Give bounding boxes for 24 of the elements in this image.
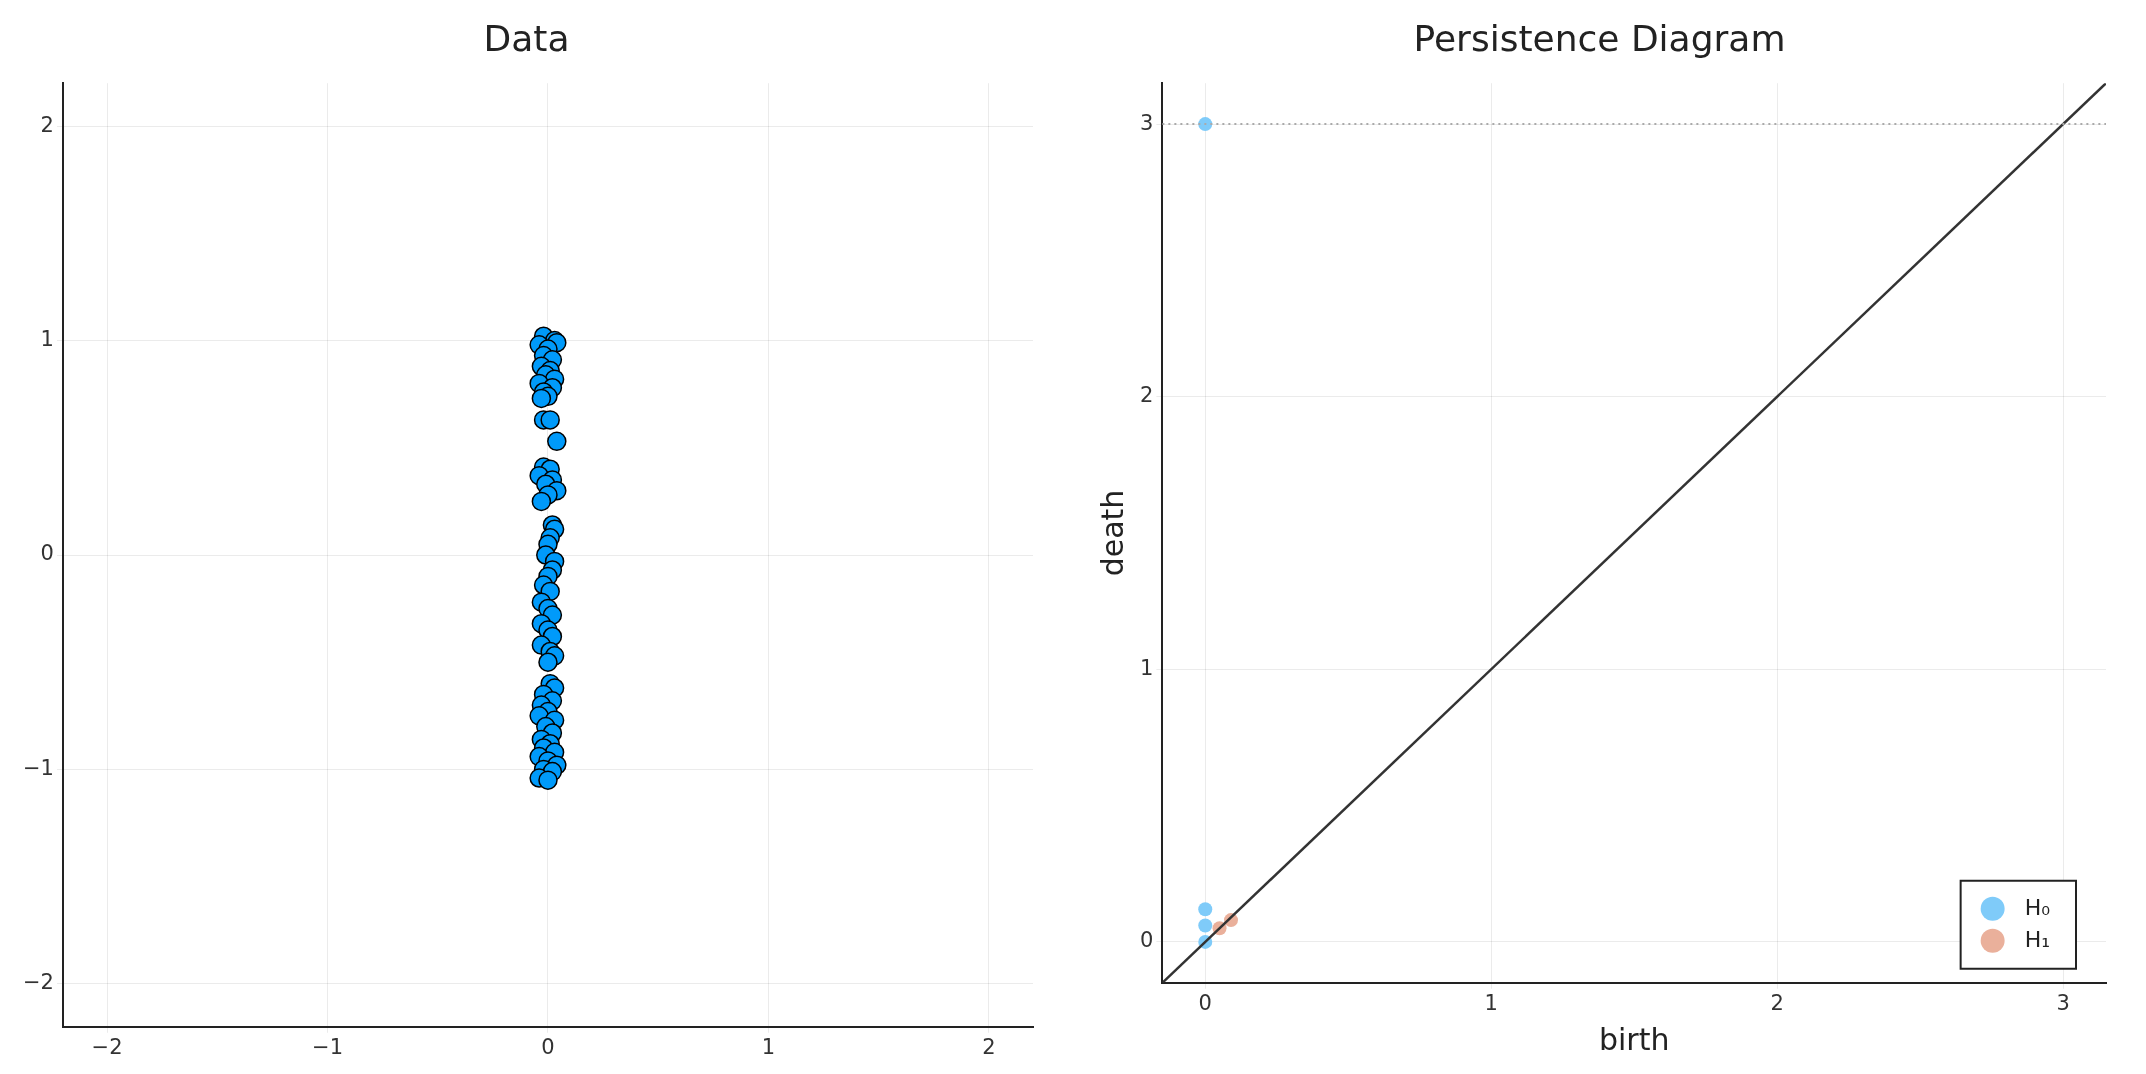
y-tick-label: 1 bbox=[40, 327, 54, 351]
chart-title: Data bbox=[483, 17, 570, 59]
y-tick-label: 2 bbox=[1139, 383, 1154, 408]
legend-label: H₀ bbox=[2024, 894, 2051, 920]
y-tick-label: −1 bbox=[22, 755, 54, 780]
x-tick-label: 2 bbox=[1770, 990, 1784, 1015]
x-tick-label: −1 bbox=[312, 1034, 343, 1059]
x-tick-label: 1 bbox=[1484, 990, 1498, 1015]
chart-title: Persistence Diagram bbox=[1413, 17, 1786, 59]
y-tick-label: 1 bbox=[1139, 655, 1154, 680]
x-axis-title: birth bbox=[1598, 1021, 1670, 1057]
x-tick-label: 0 bbox=[541, 1034, 555, 1059]
y-axis-title: death bbox=[1094, 489, 1130, 577]
y-tick-label: 3 bbox=[1139, 110, 1154, 135]
y-tick-label: 0 bbox=[1139, 928, 1154, 953]
x-tick-label: −2 bbox=[91, 1034, 123, 1059]
y-tick-label: 0 bbox=[40, 541, 54, 566]
legend-label: H₁ bbox=[2024, 926, 2051, 952]
x-tick-label: 0 bbox=[1198, 990, 1212, 1015]
x-tick-label: 1 bbox=[761, 1034, 776, 1059]
y-tick-label: −2 bbox=[22, 970, 54, 995]
y-tick-label: 2 bbox=[40, 112, 54, 137]
x-tick-label: 2 bbox=[982, 1034, 996, 1059]
x-tick-label: 3 bbox=[2056, 990, 2070, 1015]
